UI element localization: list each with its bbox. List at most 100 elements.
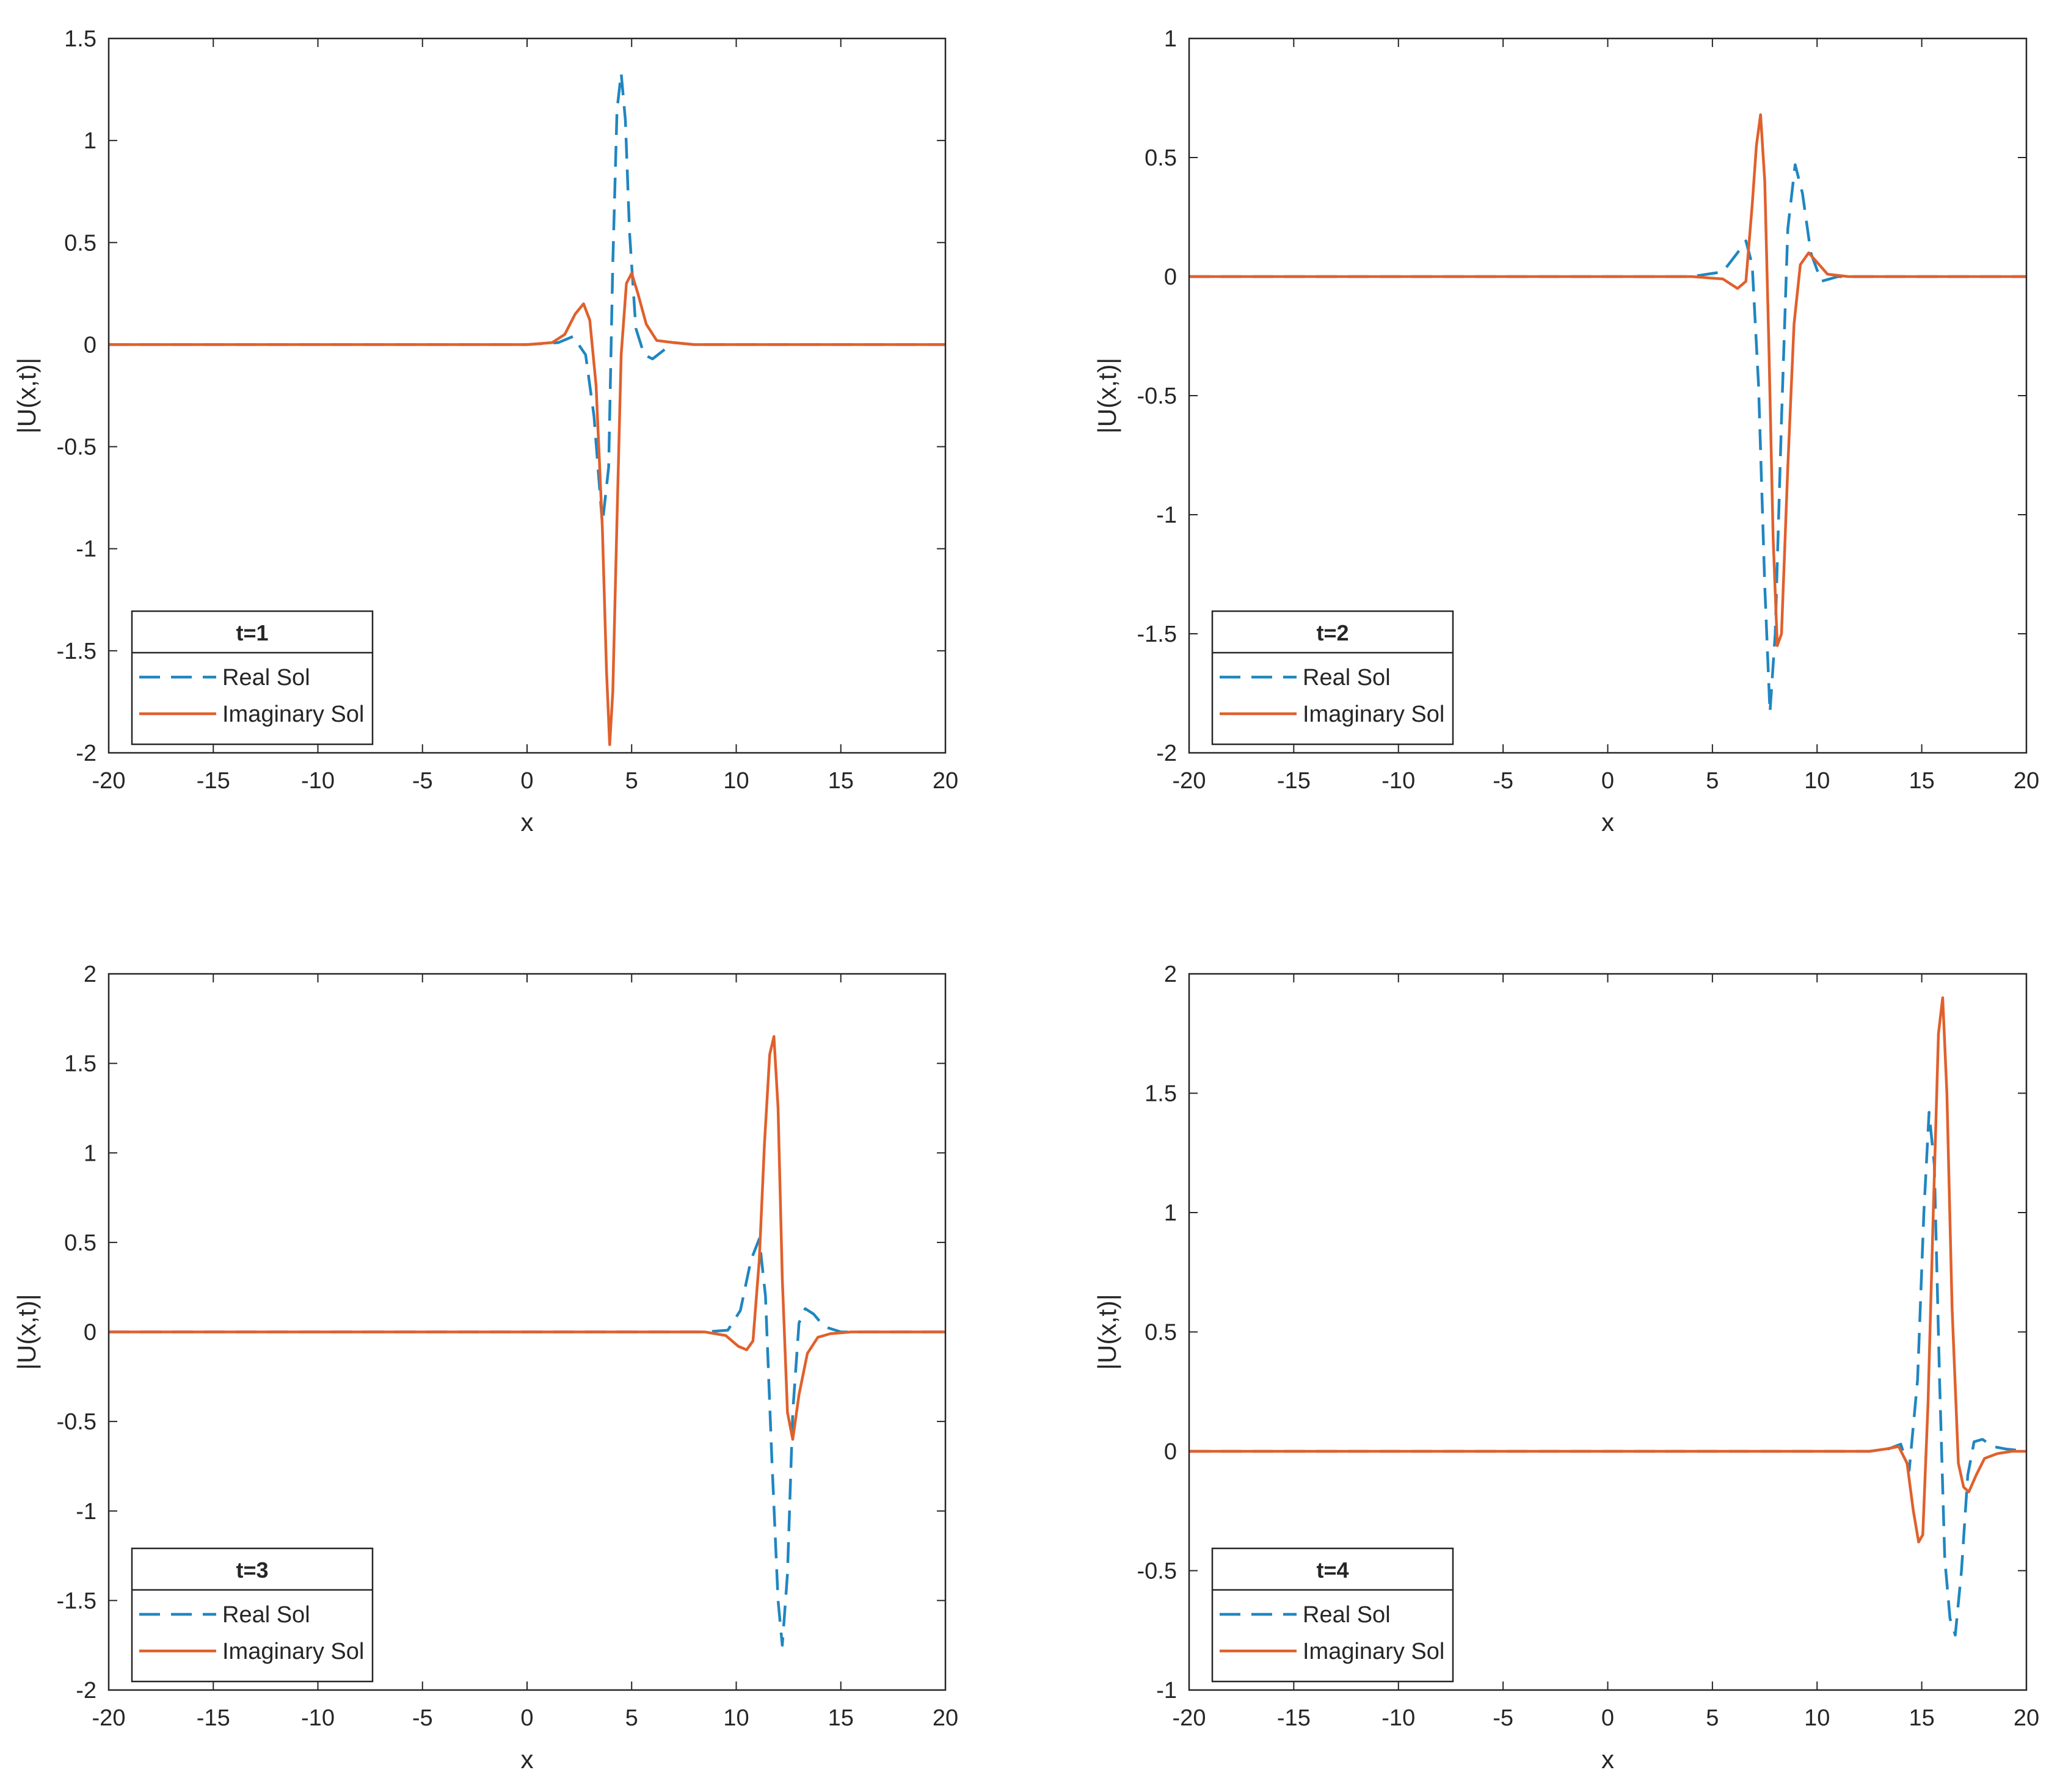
chart-1-y-tick-label: 1: [84, 128, 96, 154]
chart-3-x-tick-label: -20: [92, 1705, 126, 1731]
chart-4-x-tick-label: 20: [2014, 1705, 2039, 1731]
chart-2-legend-label-real: Real Sol: [1303, 665, 1391, 691]
chart-4-y-tick-label: 0.5: [1145, 1320, 1177, 1346]
chart-1-series-real-line: [109, 71, 945, 526]
chart-2-x-tick-label: 15: [1909, 768, 1934, 794]
chart-4-x-tick-label: 0: [1601, 1705, 1614, 1731]
chart-3-x-tick-label: -5: [412, 1705, 433, 1731]
chart-4-legend-title: t=4: [1316, 1558, 1348, 1583]
chart-4-axes-box: [1188, 973, 2028, 1691]
chart-4-legend-label-imaginary: Imaginary Sol: [1303, 1639, 1444, 1664]
chart-3-y-tick-label: -0.5: [57, 1409, 96, 1435]
chart-3-x-tick-label: 10: [723, 1705, 749, 1731]
chart-1: -20 -15 -10 -5 0 5 10 15 20 -2 -1.5 -1 -0.5 0 0.5 1 1.5 x…: [12, 26, 958, 836]
chart-1-y-tick-label: -0.5: [57, 435, 96, 460]
chart-1-x-tick-label: 15: [828, 768, 854, 794]
chart-1-x-axis-label: x: [521, 808, 534, 836]
chart-1-y-axis-label: |U(x,t)|: [12, 358, 41, 433]
chart-4-x-tick-label: -10: [1381, 1705, 1415, 1731]
chart-2-y-tick-label: 0.5: [1145, 145, 1177, 171]
chart-4-x-tick-label: -5: [1493, 1705, 1513, 1731]
chart-4-x-tick-label: 15: [1909, 1705, 1934, 1731]
chart-1-y-tick-label: 0.5: [64, 230, 96, 256]
chart-1-y-tick-label: 0: [84, 332, 96, 358]
chart-2-x-tick-label: 5: [1706, 768, 1719, 794]
chart-2-x-tick-label: -10: [1381, 768, 1415, 794]
chart-3-y-tick-label: 2: [84, 962, 96, 987]
chart-1-x-tick-label: 20: [933, 768, 958, 794]
chart-2-x-tick-label: 20: [2014, 768, 2039, 794]
chart-1-x-tick-label: -10: [301, 768, 335, 794]
chart-3-x-tick-label: 0: [520, 1705, 533, 1731]
chart-2-y-tick-label: -1.5: [1137, 622, 1177, 647]
chart-2-x-tick-label: 10: [1804, 768, 1830, 794]
chart-4: -20 -15 -10 -5 0 5 10 15 20 -1 -0.5 0 0.5 1 1.5 2 x |U(x,…: [1093, 962, 2039, 1774]
chart-2-y-tick-label: 0: [1164, 264, 1177, 290]
chart-2-x-tick-label: -20: [1173, 768, 1206, 794]
chart-2-y-tick-label: -1: [1156, 502, 1177, 528]
chart-2-axes-box: [1188, 37, 2028, 754]
chart-3-legend-label-real: Real Sol: [222, 1602, 310, 1628]
chart-2-y-tick-label: -0.5: [1137, 383, 1177, 409]
chart-2-y-tick-label: -2: [1156, 741, 1177, 766]
chart-3-y-tick-label: -1: [76, 1499, 96, 1525]
chart-1-legend: t=1 Real Sol Imaginary Sol: [131, 610, 374, 745]
chart-3-y-tick-label: 0: [84, 1320, 96, 1346]
chart-4-y-tick-label: 0: [1164, 1439, 1177, 1465]
chart-1-y-tick-label: -1: [76, 537, 96, 562]
chart-2-x-axis-label: x: [1601, 808, 1614, 836]
chart-2-x-tick-label: -5: [1493, 768, 1513, 794]
chart-4-y-tick-label: 2: [1164, 962, 1177, 987]
chart-2-x-tick-label: -15: [1277, 768, 1311, 794]
chart-1-x-tick-label: 0: [520, 768, 533, 794]
chart-2-series-real-line: [1189, 163, 2026, 714]
chart-3-series-imaginary-line: [109, 1035, 945, 1441]
chart-3-x-tick-label: 5: [625, 1705, 638, 1731]
chart-4-legend-label-real: Real Sol: [1303, 1602, 1391, 1628]
chart-2-legend-title: t=2: [1316, 620, 1348, 645]
chart-3-y-tick-label: 0.5: [64, 1230, 96, 1256]
chart-4-x-tick-label: -20: [1173, 1705, 1206, 1731]
chart-2-series-imaginary-line: [1189, 113, 2026, 647]
chart-3-y-tick-label: 1.5: [64, 1051, 96, 1077]
chart-4-series-real-line: [1189, 1111, 2026, 1637]
chart-1-x-tick-label: -15: [197, 768, 230, 794]
chart-4-y-tick-label: 1.5: [1145, 1081, 1177, 1107]
chart-4-series-imaginary-line: [1189, 996, 2026, 1544]
chart-3-x-tick-label: 20: [933, 1705, 958, 1731]
chart-2-legend-label-imaginary: Imaginary Sol: [1303, 702, 1444, 727]
chart-3-legend: t=3 Real Sol Imaginary Sol: [131, 1547, 374, 1683]
chart-4-y-axis-label: |U(x,t)|: [1093, 1294, 1121, 1369]
chart-1-y-tick-label: -2: [76, 741, 96, 766]
chart-3-axes-box: [107, 973, 947, 1691]
chart-1-x-tick-label: -5: [412, 768, 433, 794]
chart-4-y-tick-label: -1: [1156, 1678, 1177, 1703]
chart-1-x-tick-label: 5: [625, 768, 638, 794]
chart-4-y-tick-label: 1: [1164, 1200, 1177, 1226]
chart-3-legend-label-imaginary: Imaginary Sol: [222, 1639, 364, 1664]
chart-2-legend: t=2 Real Sol Imaginary Sol: [1211, 610, 1454, 745]
chart-3-x-tick-label: 15: [828, 1705, 854, 1731]
chart-1-legend-label-real: Real Sol: [222, 665, 310, 691]
chart-3-y-tick-label: -1.5: [57, 1588, 96, 1614]
chart-1-x-tick-label: 10: [723, 768, 749, 794]
chart-2: -20 -15 -10 -5 0 5 10 15 20 -2 -1.5 -1 -0.5 0 0.5 1 x |U(…: [1093, 26, 2039, 836]
chart-3-x-tick-label: -15: [197, 1705, 230, 1731]
chart-3-legend-box: [131, 1547, 374, 1683]
chart-3: -20 -15 -10 -5 0 5 10 15 20 -2 -1.5 -1 -0.5 0 0.5 1 1.5 2…: [12, 962, 958, 1774]
chart-3-x-tick-label: -10: [301, 1705, 335, 1731]
chart-3-legend-title: t=3: [236, 1558, 268, 1583]
chart-3-series-real-line: [109, 1237, 945, 1647]
chart-1-y-tick-label: 1.5: [64, 26, 96, 52]
chart-2-x-tick-label: 0: [1601, 768, 1614, 794]
chart-4-x-tick-label: -15: [1277, 1705, 1311, 1731]
chart-1-series-imaginary-line: [109, 272, 945, 746]
chart-3-y-tick-label: -2: [76, 1678, 96, 1703]
chart-3-y-tick-label: 1: [84, 1141, 96, 1166]
chart-1-legend-label-imaginary: Imaginary Sol: [222, 702, 364, 727]
chart-4-y-tick-label: -0.5: [1137, 1559, 1177, 1584]
chart-2-y-axis-label: |U(x,t)|: [1093, 358, 1121, 433]
chart-4-x-axis-label: x: [1601, 1745, 1614, 1774]
chart-4-legend: t=4 Real Sol Imaginary Sol: [1211, 1547, 1454, 1683]
chart-3-y-axis-label: |U(x,t)|: [12, 1294, 41, 1369]
